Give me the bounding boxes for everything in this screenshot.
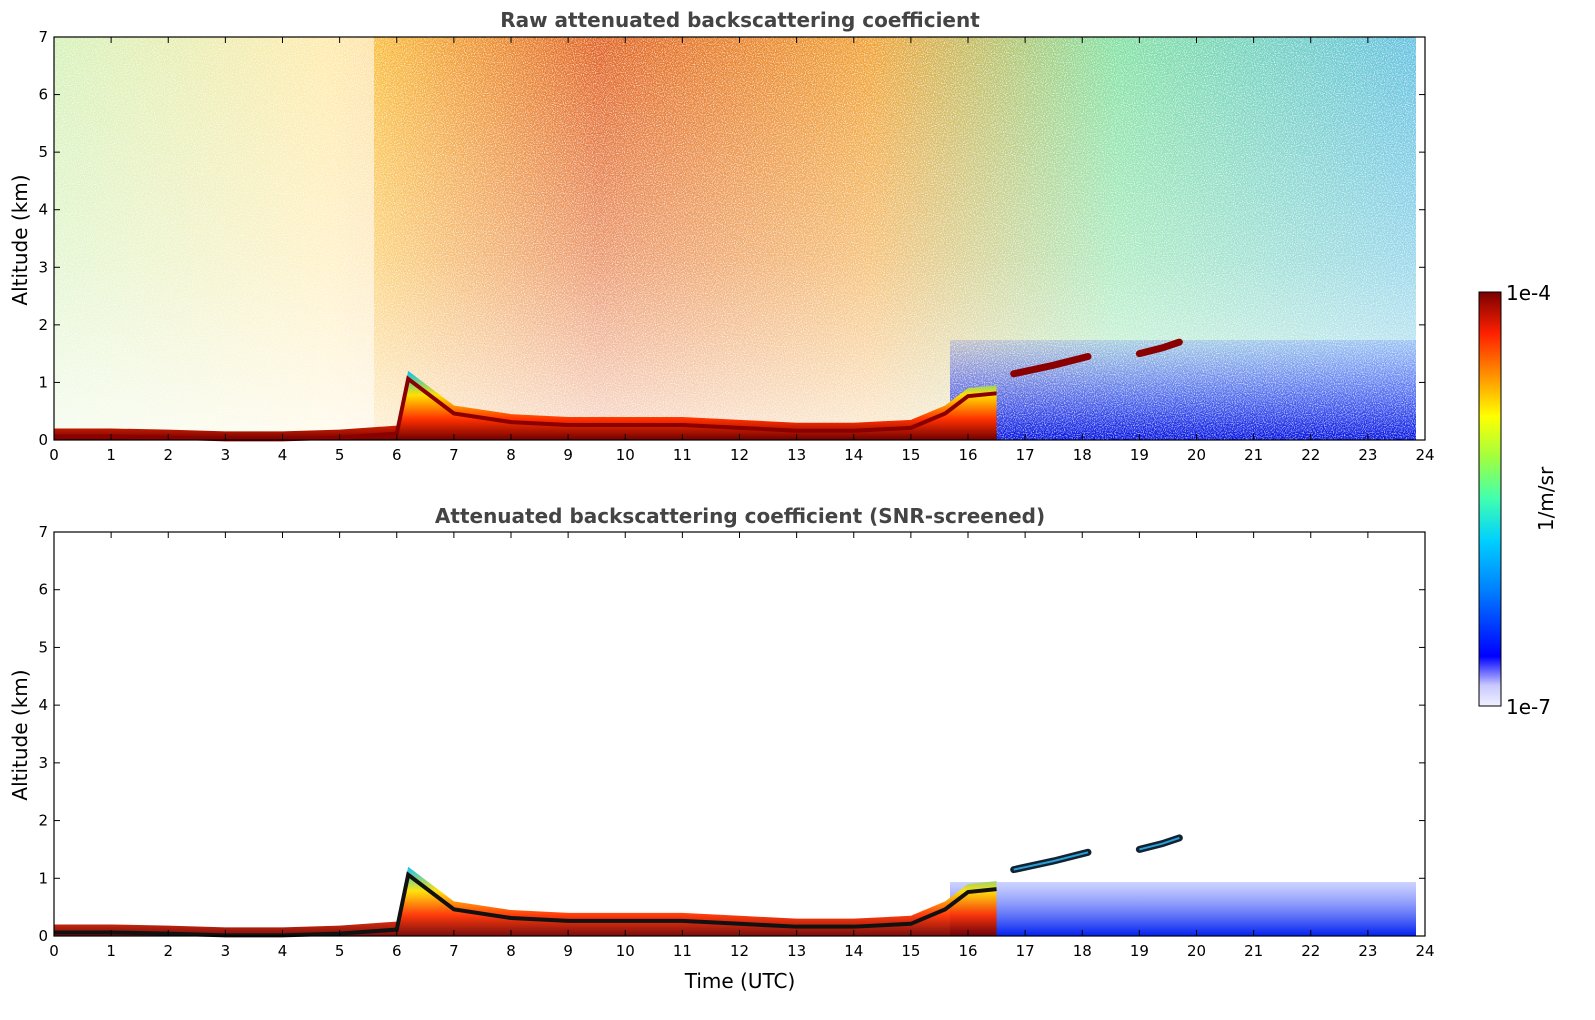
y-tick-label: 7 — [38, 523, 48, 541]
x-tick-label: 1 — [106, 446, 116, 464]
boundary-layer-screened — [54, 866, 997, 936]
x-tick-label: 22 — [1301, 446, 1320, 464]
y-axis-label-raw: Altitude (km) — [8, 174, 32, 305]
x-tick-label: 14 — [844, 942, 863, 960]
x-tick-label: 23 — [1358, 942, 1377, 960]
colorbar-gradient — [1478, 291, 1502, 707]
elevated-layer-1-edge-screened — [1013, 851, 1089, 871]
x-tick-label: 5 — [335, 942, 345, 960]
x-tick-label: 24 — [1415, 942, 1434, 960]
heatmap-raw — [54, 37, 1416, 442]
x-tick-label: 4 — [278, 446, 288, 464]
y-tick-label: 0 — [38, 431, 48, 449]
x-tick-label: 3 — [221, 446, 231, 464]
elevated-layer-2-edge-screened — [1139, 836, 1180, 851]
x-tick-label: 20 — [1187, 942, 1206, 960]
x-tick-label: 16 — [958, 446, 977, 464]
y-axis-label-screened: Altitude (km) — [8, 669, 32, 800]
y-tick-label: 2 — [38, 316, 48, 334]
x-tick-label: 9 — [563, 942, 573, 960]
x-tick-label: 9 — [563, 446, 573, 464]
y-tick-label: 3 — [38, 258, 48, 276]
x-tick-label: 15 — [901, 446, 920, 464]
axes-frame-screened — [53, 531, 1426, 937]
x-tick-label: 10 — [616, 942, 635, 960]
ticks-screened: 0 1 2 3 4 5 6 7 8 9 10 11 12 13 14 15 16 17 18 19 20 21 22 23 24… — [38, 523, 1434, 960]
x-tick-label: 22 — [1301, 942, 1320, 960]
heatmap-night-region-screened — [950, 882, 1416, 936]
features-raw — [54, 338, 1183, 442]
x-tick-label: 24 — [1415, 446, 1434, 464]
panel-screened: Attenuated backscattering coefficient (S… — [8, 504, 1435, 993]
boundary-layer-top-raw — [54, 375, 997, 442]
x-tick-label: 1 — [106, 942, 116, 960]
y-tick-label: 4 — [38, 696, 48, 714]
panel-raw: Raw attenuated backscattering coefficien… — [8, 8, 1435, 464]
x-tick-label: 15 — [901, 942, 920, 960]
x-tick-label: 2 — [163, 942, 173, 960]
x-tick-label: 7 — [449, 446, 459, 464]
chart-title-raw: Raw attenuated backscattering coefficien… — [500, 8, 980, 32]
x-tick-label: 6 — [392, 446, 402, 464]
x-tick-label: 5 — [335, 446, 345, 464]
x-tick-label: 13 — [787, 942, 806, 960]
x-tick-label: 19 — [1130, 942, 1149, 960]
y-tick-label: 6 — [38, 86, 48, 104]
ticks-raw: 0 1 2 3 4 5 6 7 8 9 10 11 12 13 14 15 16 17 18 19 20 21 22 23 24… — [38, 28, 1434, 464]
y-tick-label: 4 — [38, 201, 48, 219]
x-tick-label: 20 — [1187, 446, 1206, 464]
colorbar-max-label: 1e-4 — [1506, 281, 1551, 305]
x-tick-label: 2 — [163, 446, 173, 464]
x-tick-label: 18 — [1073, 446, 1092, 464]
x-tick-label: 10 — [616, 446, 635, 464]
y-tick-label: 2 — [38, 812, 48, 830]
x-tick-label: 0 — [49, 942, 59, 960]
x-tick-label: 8 — [506, 446, 516, 464]
colorbar: 1e-4 1e-7 1/m/sr — [1478, 281, 1558, 719]
x-tick-label: 21 — [1244, 446, 1263, 464]
colorbar-min-label: 1e-7 — [1506, 695, 1551, 719]
features-screened — [54, 834, 1183, 938]
x-tick-label: 6 — [392, 942, 402, 960]
x-tick-label: 7 — [449, 942, 459, 960]
y-tick-label: 0 — [38, 927, 48, 945]
x-tick-label: 21 — [1244, 942, 1263, 960]
x-axis-label: Time (UTC) — [684, 969, 796, 993]
elevated-layer-1-raw — [1010, 353, 1092, 378]
x-tick-label: 12 — [730, 942, 749, 960]
y-tick-label: 6 — [38, 581, 48, 599]
y-tick-label: 1 — [38, 869, 48, 887]
y-tick-label: 7 — [38, 28, 48, 46]
boundary-layer-top-screened — [54, 871, 997, 938]
x-tick-label: 14 — [844, 446, 863, 464]
y-tick-label: 1 — [38, 373, 48, 391]
x-tick-label: 13 — [787, 446, 806, 464]
elevated-layer-2-raw — [1135, 338, 1183, 358]
y-tick-label: 5 — [38, 638, 48, 656]
heatmap-screened — [54, 834, 1416, 938]
x-tick-label: 8 — [506, 942, 516, 960]
x-tick-label: 4 — [278, 942, 288, 960]
x-tick-label: 11 — [673, 446, 692, 464]
y-tick-label: 5 — [38, 143, 48, 161]
chart-title-screened: Attenuated backscattering coefficient (S… — [435, 504, 1045, 528]
x-tick-label: 11 — [673, 942, 692, 960]
heatmap-speckle — [54, 37, 1416, 440]
colorbar-unit-label: 1/m/sr — [1534, 466, 1558, 531]
x-tick-label: 17 — [1016, 446, 1035, 464]
x-tick-label: 0 — [49, 446, 59, 464]
x-tick-label: 23 — [1358, 446, 1377, 464]
y-tick-label: 3 — [38, 754, 48, 772]
x-tick-label: 16 — [958, 942, 977, 960]
x-tick-label: 18 — [1073, 942, 1092, 960]
boundary-layer-raw — [54, 370, 997, 440]
x-tick-label: 19 — [1130, 446, 1149, 464]
x-tick-label: 12 — [730, 446, 749, 464]
x-tick-label: 3 — [221, 942, 231, 960]
x-tick-label: 17 — [1016, 942, 1035, 960]
